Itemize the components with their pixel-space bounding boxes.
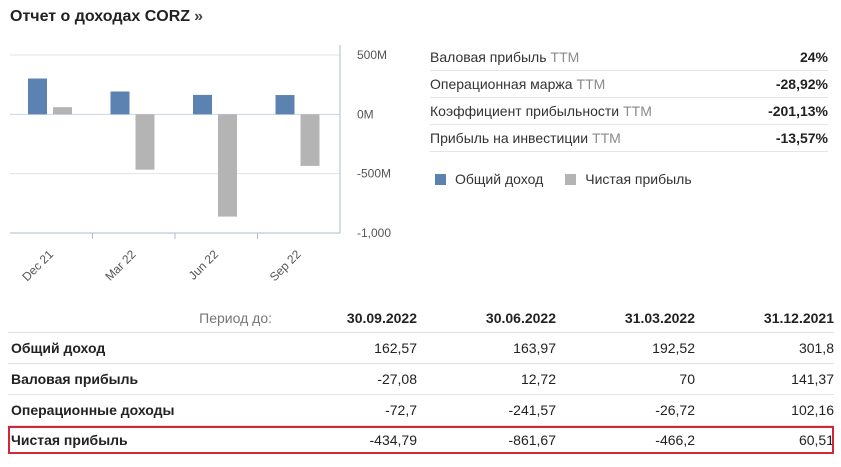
legend-item-total-revenue[interactable]: Общий доход	[435, 171, 543, 187]
income-table: Период до: 30.09.2022 30.06.2022 31.03.2…	[8, 304, 834, 454]
bar-total-revenue	[275, 95, 295, 115]
table-row: Операционные доходы -72,7 -241,57 -26,72…	[8, 395, 834, 426]
metric-label: Валовая прибыль	[430, 49, 547, 65]
x-tick-label: Dec 21	[19, 247, 56, 284]
table-header-row: Период до: 30.09.2022 30.06.2022 31.03.2…	[8, 304, 834, 333]
table-row: Валовая прибыль -27,08 12,72 70 141,37	[8, 364, 834, 395]
cell-value: 192,52	[652, 340, 695, 356]
bar-total-revenue	[28, 78, 47, 115]
bar-net-income	[53, 107, 72, 115]
x-tick-label: Mar 22	[102, 247, 139, 284]
cell-value: 163,97	[513, 340, 556, 356]
row-label: Чистая прибыль	[11, 432, 128, 448]
metric-ttm: TTM	[592, 130, 621, 146]
more-arrow-icon[interactable]: »	[194, 8, 203, 25]
cell-value: -466,2	[655, 432, 695, 448]
cell-value: 60,51	[798, 432, 834, 448]
cell-value: -72,7	[385, 402, 417, 418]
chart-legend: Общий доход Чистая прибыль	[435, 171, 714, 187]
row-label: Общий доход	[11, 340, 106, 356]
period-label: Период до:	[199, 310, 272, 326]
cell-value: 141,37	[791, 371, 834, 387]
cell-value: 102,16	[791, 402, 834, 418]
page-title-text[interactable]: Отчет о доходах CORZ	[10, 8, 191, 25]
period-header: 30.06.2022	[485, 310, 556, 326]
cell-value: 301,8	[798, 340, 834, 356]
metric-value: -13,57%	[775, 130, 828, 146]
cell-value: -26,72	[655, 402, 695, 418]
period-header: 31.03.2022	[624, 310, 695, 326]
metric-value: -28,92%	[775, 76, 828, 92]
bar-net-income	[300, 114, 320, 166]
legend-swatch-net-income	[565, 173, 577, 185]
y-tick-label: -1,000	[357, 226, 391, 240]
bar-net-income	[135, 114, 155, 170]
period-header: 31.12.2021	[763, 310, 834, 326]
income-chart: 500M 0M -500M -1,000 Dec 21 Mar 22 Jun 22 Sep 2…	[10, 45, 391, 284]
cell-value: -241,57	[508, 402, 556, 418]
cell-value: -27,08	[377, 371, 417, 387]
metric-row: Валовая прибыль TTM 24%	[430, 44, 828, 71]
cell-value: -434,79	[369, 432, 417, 448]
period-header: 30.09.2022	[346, 310, 417, 326]
metric-label: Прибыль на инвестиции	[430, 130, 589, 146]
bar-total-revenue	[110, 91, 130, 115]
row-label: Операционные доходы	[11, 402, 175, 418]
metric-row: Коэффициент прибыльности TTM -201,13%	[430, 98, 828, 125]
metric-value: 24%	[799, 49, 828, 65]
legend-item-net-income[interactable]: Чистая прибыль	[565, 171, 692, 187]
metric-row: Операционная маржа TTM -28,92%	[430, 71, 828, 98]
x-tick-label: Jun 22	[186, 247, 222, 283]
metric-ttm: TTM	[576, 76, 606, 92]
page-title[interactable]: Отчет о доходах CORZ»	[10, 8, 203, 26]
cell-value: 162,57	[374, 340, 417, 356]
cell-value: 12,72	[520, 371, 556, 387]
metric-ttm: TTM	[550, 49, 580, 65]
y-tick-label: -500M	[357, 167, 391, 181]
bar-total-revenue	[193, 94, 212, 115]
metric-label: Операционная маржа	[430, 76, 573, 92]
y-tick-label: 0M	[357, 107, 374, 121]
legend-label-net-income: Чистая прибыль	[585, 171, 692, 187]
legend-swatch-total-revenue	[435, 173, 446, 185]
bar-net-income	[218, 114, 237, 217]
metric-ttm: TTM	[623, 103, 652, 119]
table-row: Общий доход 162,57 163,97 192,52 301,8	[8, 333, 834, 364]
metric-value: -201,13%	[768, 103, 828, 119]
y-tick-label: 500M	[357, 48, 387, 62]
row-label: Валовая прибыль	[11, 371, 139, 387]
metric-label: Коэффициент прибыльности	[430, 103, 620, 119]
ttm-metrics: Валовая прибыль TTM 24% Операционная марж…	[430, 44, 828, 152]
x-tick-label: Sep 22	[267, 247, 304, 284]
table-row-highlighted: Чистая прибыль -434,79 -861,67 -466,2 60…	[8, 426, 834, 454]
cell-value: -861,67	[508, 432, 556, 448]
metric-row: Прибыль на инвестиции TTM -13,57%	[430, 125, 828, 152]
cell-value: 70	[679, 371, 695, 387]
legend-label-total-revenue: Общий доход	[455, 171, 544, 187]
